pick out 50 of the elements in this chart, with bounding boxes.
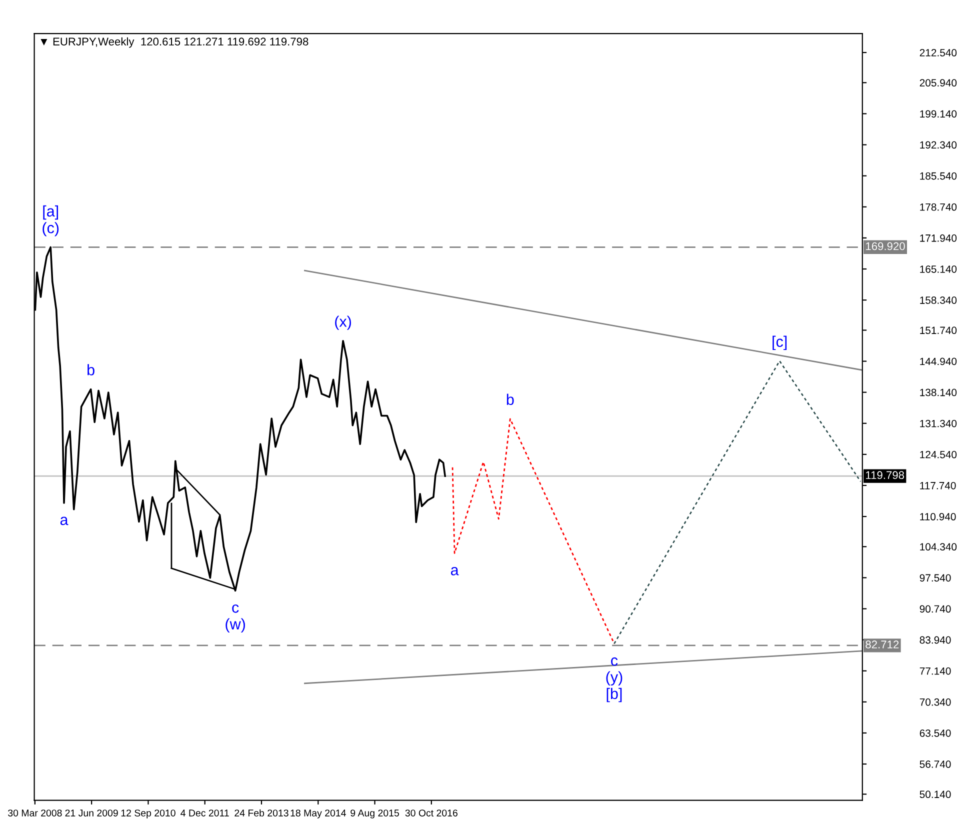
chart-title: ▼ EURJPY,Weekly 120.615 121.271 119.692 119.798 xyxy=(40,37,308,48)
y-tick-label: 131.340 xyxy=(920,420,957,428)
y-tick-label: 110.940 xyxy=(920,513,956,520)
y-tick-label: 171.940 xyxy=(920,234,957,242)
y-tick-label: 50.140 xyxy=(920,790,951,798)
x-tick-label: 24 Feb 2013 xyxy=(234,809,288,816)
x-tick-label: 30 Mar 2008 xyxy=(8,810,62,816)
annotation: [c] xyxy=(772,336,787,350)
x-tick-label: 30 Oct 2016 xyxy=(405,810,458,816)
y-tick-label: 70.340 xyxy=(920,698,951,706)
annotation: c xyxy=(232,604,239,613)
annotation: (c) xyxy=(42,222,59,236)
y-tick-label: 97.540 xyxy=(920,574,951,582)
annotation: c xyxy=(611,657,618,666)
y-tick-label: 56.740 xyxy=(920,760,951,768)
y-tick-label: 205.940 xyxy=(920,79,957,87)
y-tick-label: 158.340 xyxy=(920,296,957,304)
annotation: [b] xyxy=(606,688,622,702)
y-tick-label: 77.140 xyxy=(920,667,951,675)
y-tick-label: 144.940 xyxy=(920,358,957,366)
ref-line-label: 119.798 xyxy=(866,471,904,480)
annotation: (y) xyxy=(606,671,622,686)
y-tick-label: 212.540 xyxy=(920,49,957,56)
y-tick-label: 165.140 xyxy=(920,265,957,273)
x-tick-label: 4 Dec 2011 xyxy=(180,810,229,816)
x-tick-label: 9 Aug 2015 xyxy=(350,810,399,818)
y-tick-label: 117.740 xyxy=(920,482,956,490)
y-tick-label: 124.540 xyxy=(920,450,957,458)
annotation: b xyxy=(88,364,94,376)
y-tick-label: 199.140 xyxy=(920,110,957,118)
x-tick-label: 21 Jun 2009 xyxy=(65,810,118,816)
annotation: (x) xyxy=(335,316,351,330)
y-tick-label: 90.740 xyxy=(920,605,951,613)
y-tick-label: 63.540 xyxy=(920,729,951,737)
y-tick-label: 178.740 xyxy=(920,203,957,211)
y-tick-label: 83.940 xyxy=(920,636,951,644)
ref-line-label: 169.920 xyxy=(866,242,905,250)
annotation: (w) xyxy=(226,618,245,633)
y-tick-label: 151.740 xyxy=(920,326,957,334)
x-tick-label: 12 Sep 2010 xyxy=(121,810,176,818)
annotation: a xyxy=(450,567,459,576)
x-tick-label: 18 May 2014 xyxy=(290,810,346,818)
y-tick-label: 185.540 xyxy=(920,172,957,180)
annotation: b xyxy=(506,394,514,406)
annotation: a xyxy=(60,516,68,526)
y-tick-label: 138.140 xyxy=(920,388,957,396)
y-tick-label: 192.340 xyxy=(920,141,957,149)
annotation: [a] xyxy=(43,205,58,220)
ref-line-label: 82.712 xyxy=(866,640,899,648)
y-tick-label: 104.340 xyxy=(920,543,957,551)
